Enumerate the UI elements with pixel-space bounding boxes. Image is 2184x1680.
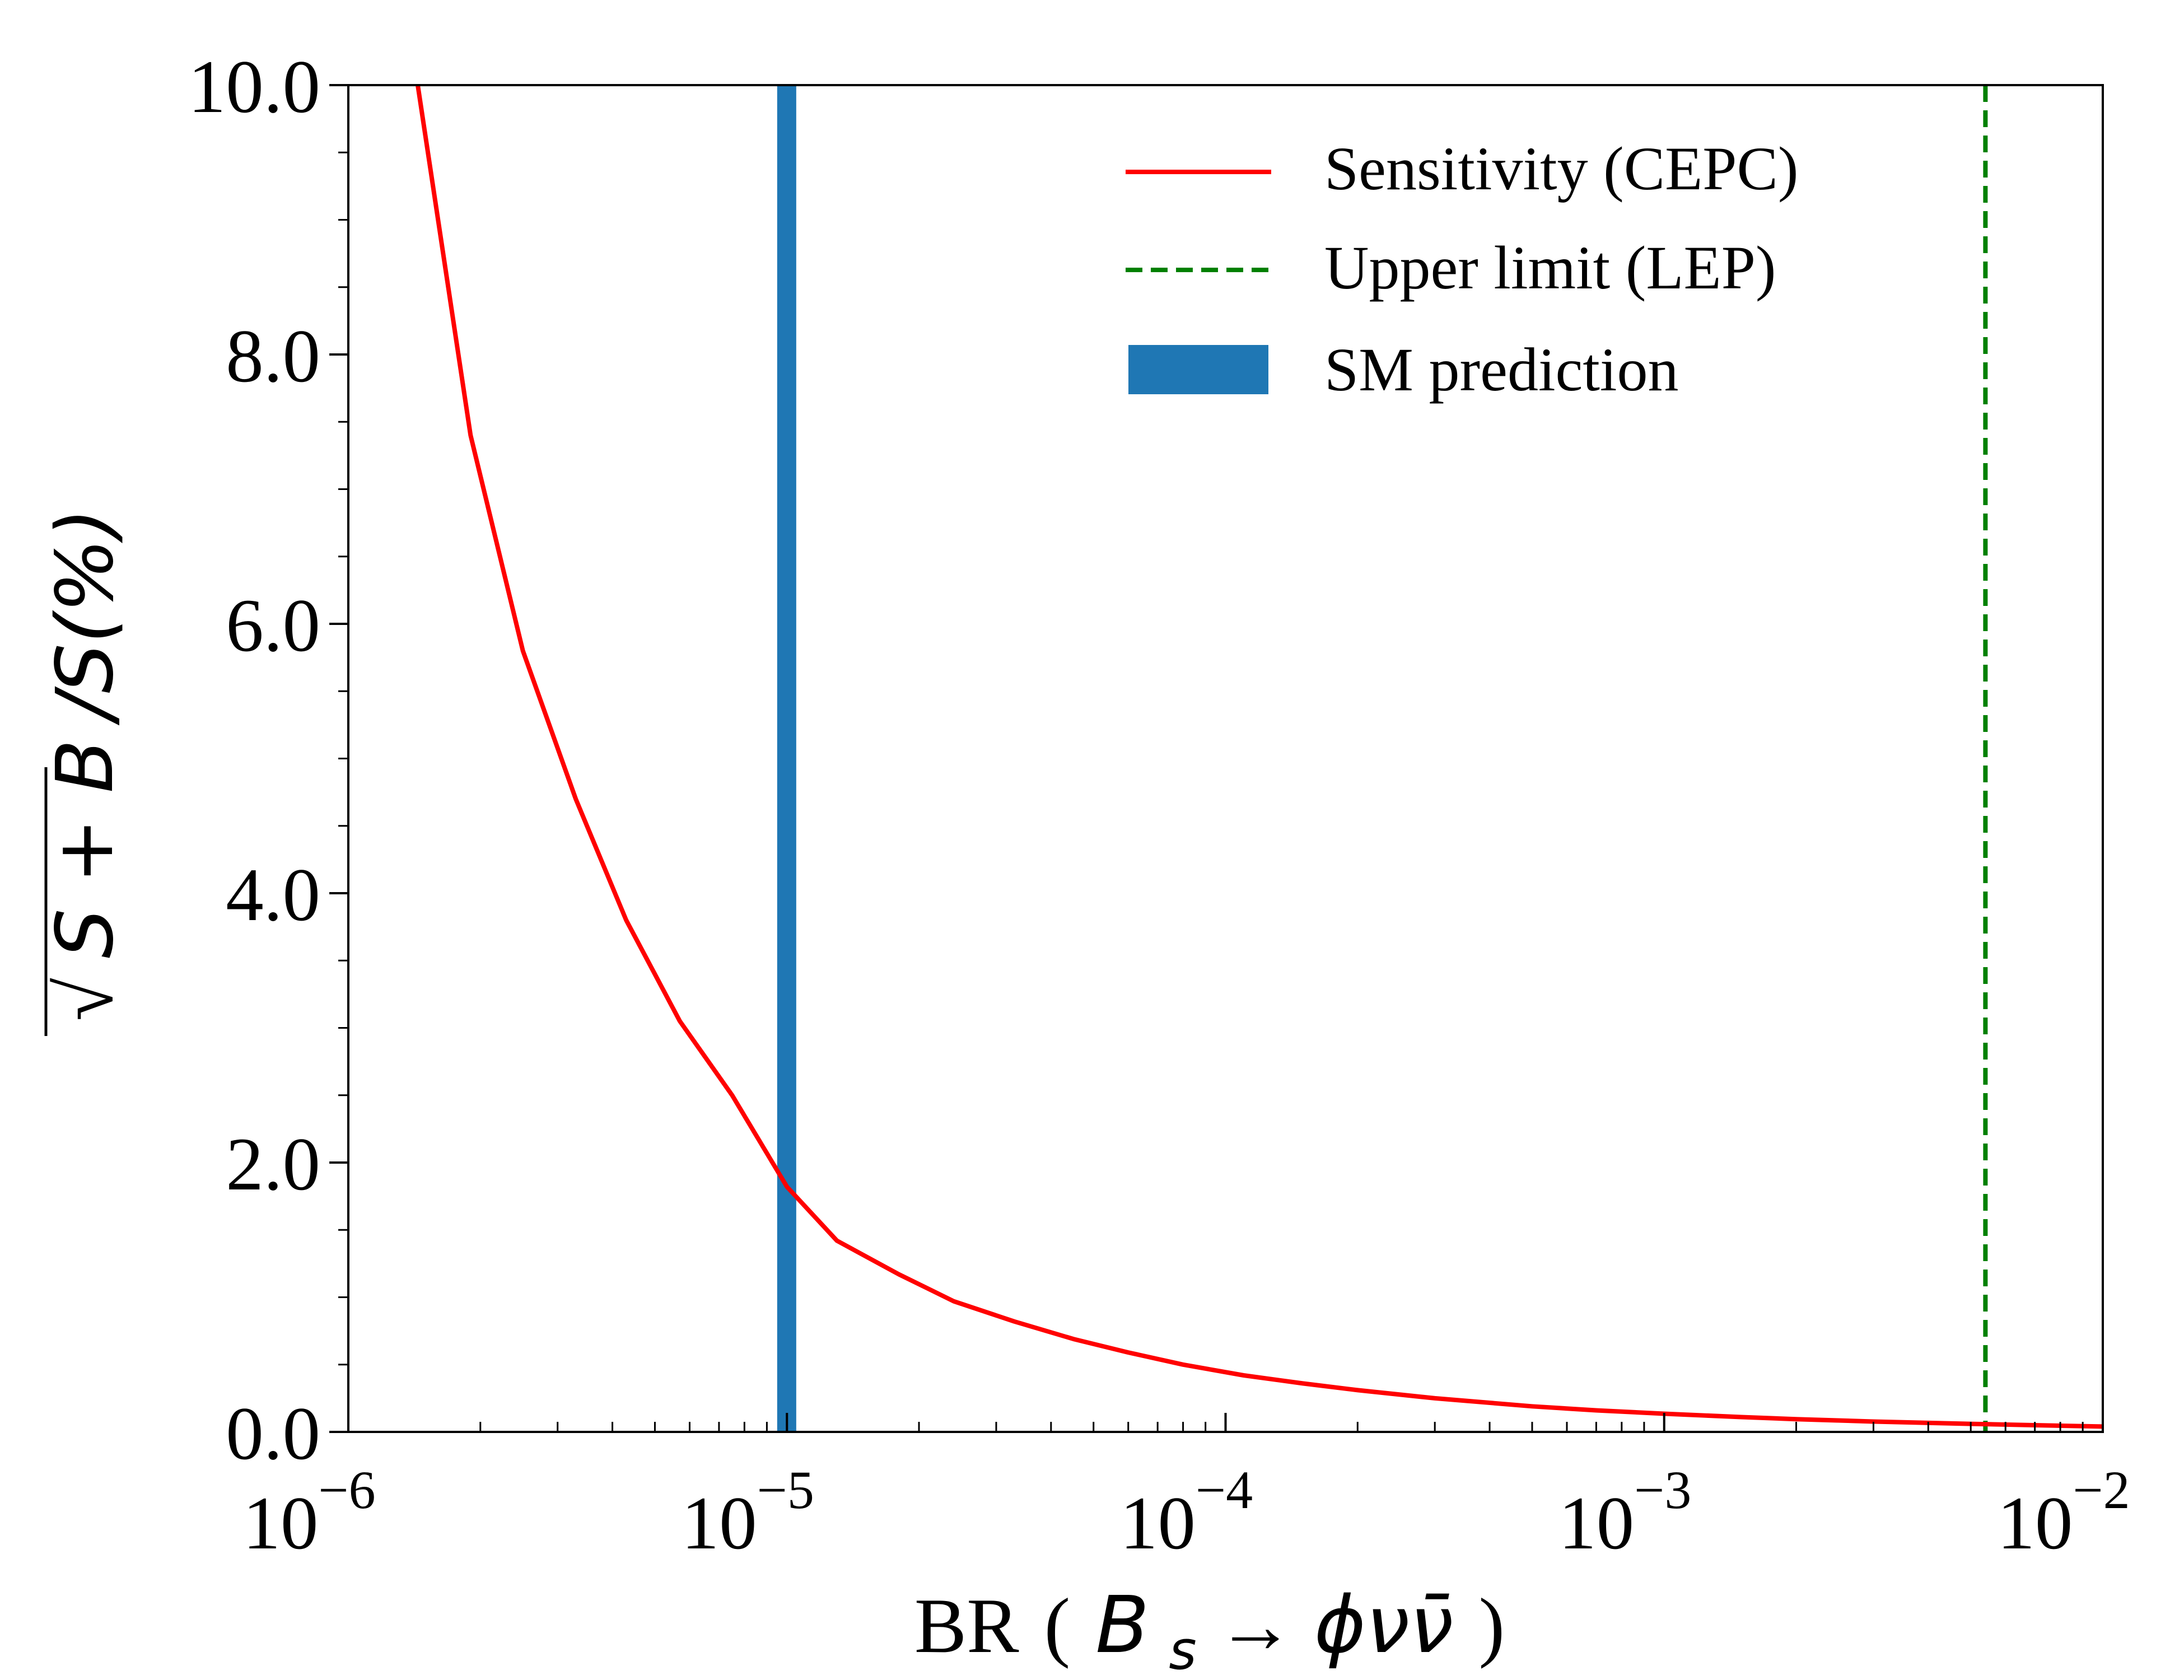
x-tick-label: 10−2 — [1997, 1460, 2130, 1565]
y-tick-label: 6.0 — [226, 584, 320, 668]
y-tick-label: 0.0 — [226, 1392, 320, 1476]
plot-area — [348, 85, 2103, 1432]
y-tick-label: 10.0 — [188, 45, 320, 129]
plot-frame — [347, 84, 2104, 1433]
legend-swatch-sm-prediction — [1128, 345, 1268, 394]
y-tick-label: 4.0 — [226, 853, 320, 937]
legend-label-sm-prediction: SM prediction — [1324, 335, 1678, 404]
sm-prediction-band — [777, 85, 796, 1432]
x-axis-label: BR ( B s → ϕνν̄ ) — [914, 1580, 1505, 1680]
y-tick-label: 8.0 — [226, 315, 320, 398]
tick-layer: 10−6 10−5 10−4 10−3 10−2 0.0 2.0 4.0 6.0 8.0 10.0 — [188, 45, 2130, 1565]
legend: Sensitivity (CEPC) Upper limit (LEP) SM … — [1126, 134, 1798, 404]
y-axis-label: √ S + B /S(%) — [40, 508, 131, 1036]
x-tick-label: 10−4 — [1120, 1460, 1253, 1565]
y-tick-label: 2.0 — [226, 1123, 320, 1206]
svg-text:√ S + B /S(%): √ S + B /S(%) — [40, 508, 131, 1021]
legend-label-upper-limit: Upper limit (LEP) — [1324, 234, 1776, 302]
sensitivity-curve — [415, 85, 2103, 1429]
x-tick-label: 10−3 — [1558, 1460, 1691, 1565]
legend-label-sensitivity: Sensitivity (CEPC) — [1324, 134, 1798, 203]
x-tick-label: 10−5 — [682, 1460, 814, 1565]
x-tick-label: 10−6 — [242, 1460, 375, 1565]
data-layer — [415, 85, 2103, 1432]
